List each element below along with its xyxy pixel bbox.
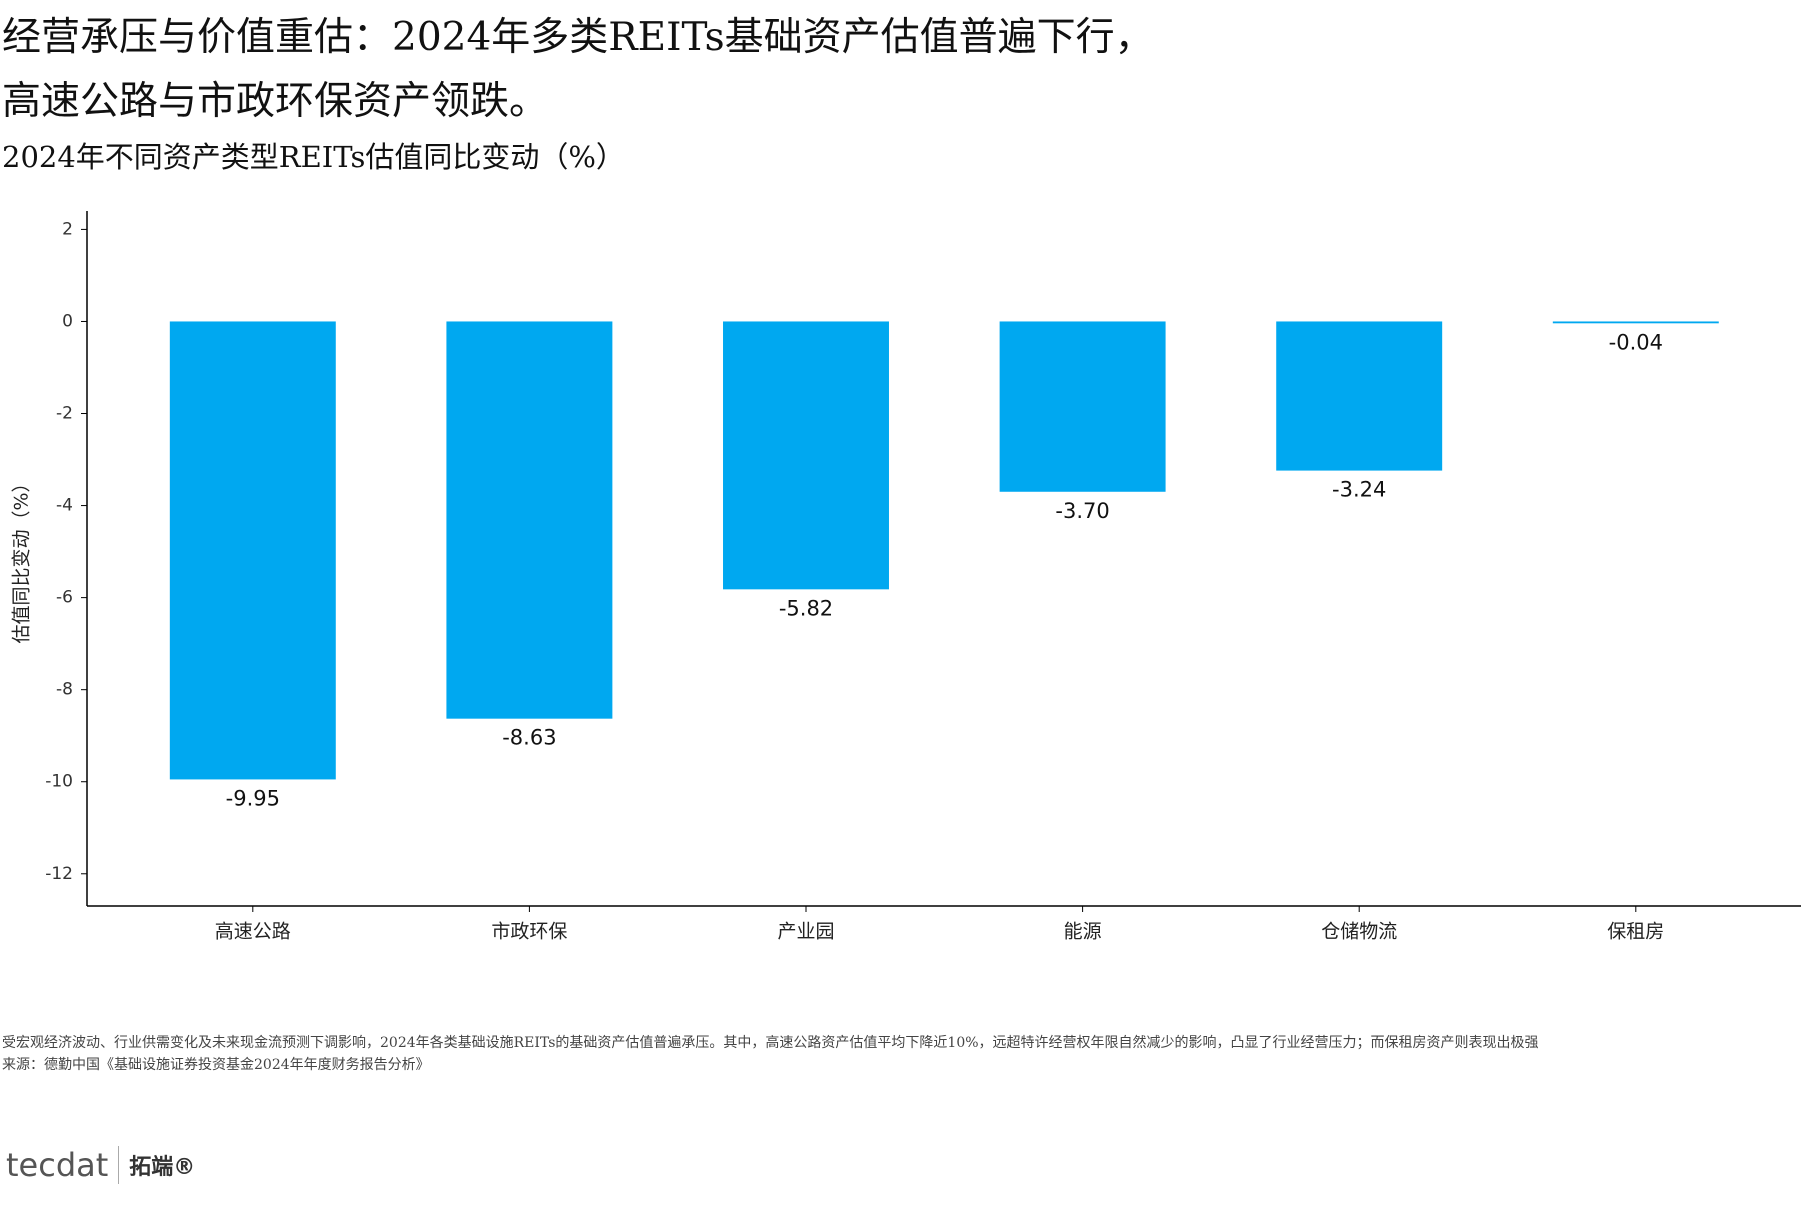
bar — [1552, 321, 1719, 324]
value-label: -9.95 — [226, 786, 280, 810]
value-label: -3.24 — [1332, 478, 1386, 502]
chart-subtitle: 2024年不同资产类型REITs估值同比变动（%） — [2, 140, 625, 174]
y-axis-label: 估值同比变动（%） — [11, 473, 33, 643]
chart-title: 经营承压与价值重估：2024年多类REITs基础资产估值普遍下行， — [2, 15, 1154, 60]
x-tick-label: 市政环保 — [491, 921, 567, 943]
bar — [1276, 321, 1443, 471]
x-tick-label: 能源 — [1064, 921, 1102, 943]
y-tick-label: -2 — [56, 404, 73, 424]
bar — [723, 321, 889, 590]
y-tick-label: 0 — [62, 311, 73, 331]
y-tick-label: 2 — [62, 219, 73, 239]
value-label: -3.70 — [1055, 499, 1109, 523]
x-tick-label: 高速公路 — [215, 921, 291, 943]
x-tick-label: 产业园 — [777, 921, 834, 943]
y-tick-label: -8 — [56, 680, 73, 700]
y-tick-label: -6 — [56, 588, 73, 608]
logo-mark: tecdat — [6, 1146, 120, 1184]
bar — [999, 321, 1166, 492]
bar — [169, 321, 336, 780]
source: 来源：德勤中国《基础设施证券投资基金2024年年度财务报告分析》 — [2, 1057, 430, 1073]
y-tick-label: -12 — [45, 864, 73, 884]
y-tick-label: -10 — [45, 772, 73, 792]
x-tick-label: 仓储物流 — [1321, 921, 1397, 943]
x-tick-label: 保租房 — [1607, 921, 1664, 943]
logo-brand: 拓端® — [129, 1155, 196, 1180]
value-label: -0.04 — [1609, 330, 1663, 354]
bar — [446, 321, 613, 719]
value-label: -5.82 — [779, 596, 833, 620]
logo: tecdat 拓端® — [6, 1146, 195, 1184]
footnote: 受宏观经济波动、行业供需变化及未来现金流预测下调影响，2024年各类基础设施RE… — [2, 1035, 1539, 1051]
y-tick-label: -4 — [56, 496, 73, 516]
chart-title: 高速公路与市政环保资产领跌。 — [2, 79, 549, 124]
value-label: -8.63 — [502, 726, 556, 750]
chart: 估值同比变动（%） -12 -10 -8 -6 -4 -2 0 2 高速公路 -9.95 市政环保 -8… — [11, 211, 1801, 943]
